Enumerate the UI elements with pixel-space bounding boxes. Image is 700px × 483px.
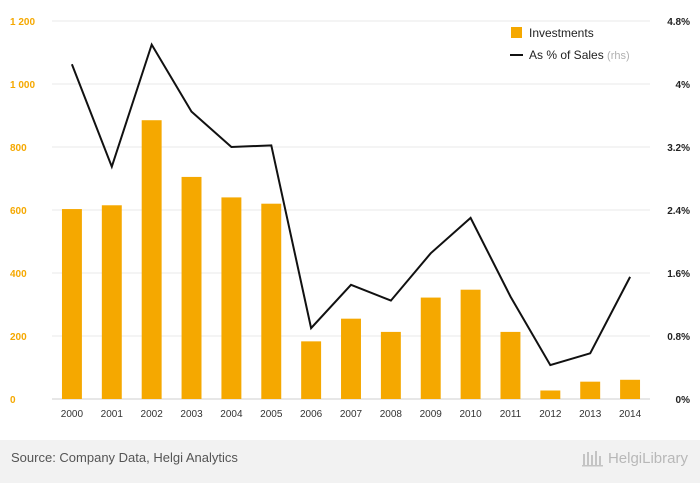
- x-tick-label: 2010: [459, 409, 482, 420]
- y-left-tick-label: 200: [10, 332, 27, 343]
- y-right-tick-label: 0.8%: [667, 332, 690, 343]
- library-icon: [581, 449, 604, 467]
- helgi-library-logo[interactable]: HelgiLibrary: [581, 449, 688, 467]
- x-tick-label: 2014: [619, 409, 642, 420]
- footer: Source: Company Data, Helgi Analytics He…: [0, 440, 700, 483]
- bar-investments: [460, 289, 481, 399]
- source-text: Source: Company Data, Helgi Analytics: [11, 450, 238, 465]
- y-right-tick-label: 2.4%: [667, 206, 690, 217]
- legend-swatch-investments: [511, 27, 522, 38]
- bar-investments: [380, 331, 401, 399]
- y-left-tick-label: 800: [10, 143, 27, 154]
- y-left-tick-label: 0: [10, 395, 16, 406]
- y-left-tick-label: 400: [10, 269, 27, 280]
- bar-investments: [500, 331, 521, 399]
- x-tick-label: 2003: [180, 409, 203, 420]
- bar-investments: [101, 205, 122, 399]
- y-left-tick-label: 1 200: [10, 17, 35, 28]
- y-right-tick-label: 4%: [676, 80, 691, 91]
- bar-investments: [141, 120, 162, 399]
- legend-label-pct-of-sales: As % of Sales (rhs): [529, 48, 630, 62]
- x-tick-label: 2005: [260, 409, 283, 420]
- bar-investments: [540, 390, 561, 399]
- x-tick-label: 2000: [61, 409, 84, 420]
- x-tick-label: 2009: [420, 409, 443, 420]
- bar-investments: [301, 341, 322, 399]
- y-right-tick-label: 4.8%: [667, 17, 690, 28]
- x-tick-label: 2013: [579, 409, 602, 420]
- y-left-tick-label: 600: [10, 206, 27, 217]
- x-tick-label: 2008: [380, 409, 403, 420]
- chart-svg: 0 200 400 600 800 1 000 1 200 0% 0.8% 1.6% 2.4% 3.2…: [10, 17, 691, 420]
- x-tick-label: 2006: [300, 409, 323, 420]
- bar-investments: [580, 381, 601, 399]
- x-tick-label: 2002: [141, 409, 164, 420]
- x-tick-label: 2001: [101, 409, 124, 420]
- bar-investments: [61, 209, 82, 399]
- bar-investments: [221, 197, 242, 399]
- logo-text: HelgiLibrary: [607, 449, 688, 467]
- x-tick-label: 2011: [500, 409, 522, 420]
- x-tick-label: 2007: [340, 409, 363, 420]
- y-right-tick-label: 0%: [676, 395, 691, 406]
- legend-rhs-note: (rhs): [607, 50, 630, 62]
- x-tick-label: 2012: [539, 409, 562, 420]
- line-pct-of-sales: [70, 42, 631, 367]
- y-right-tick-label: 1.6%: [667, 269, 690, 280]
- bar-investments: [341, 318, 361, 399]
- bar-investments: [420, 297, 441, 399]
- bar-investments: [181, 176, 202, 399]
- y-right-tick-label: 3.2%: [667, 143, 690, 154]
- legend-label-investments: Investments: [529, 26, 594, 40]
- x-tick-label: 2004: [220, 409, 243, 420]
- bar-investments: [620, 379, 641, 399]
- bar-investments: [261, 203, 282, 399]
- y-left-tick-label: 1 000: [10, 80, 35, 91]
